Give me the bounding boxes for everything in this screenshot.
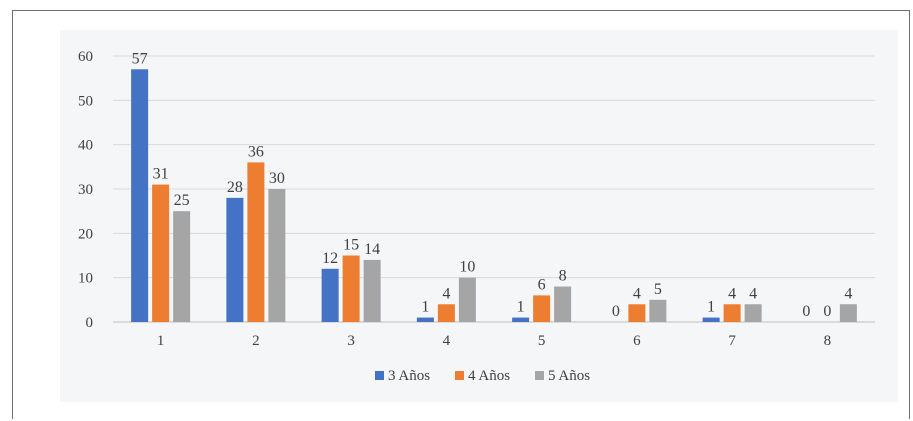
data-label: 25 — [174, 192, 190, 209]
data-label: 4 — [442, 285, 450, 302]
bar-3-4 — [458, 277, 476, 322]
legend-label: 5 Años — [548, 368, 590, 384]
data-label: 15 — [343, 237, 359, 254]
bar-3-1 — [173, 211, 191, 322]
data-label: 31 — [153, 166, 169, 183]
x-tick-label: 2 — [252, 333, 260, 349]
bar-3-6 — [649, 299, 667, 322]
x-tick-label: 4 — [443, 333, 451, 349]
bar-2-5 — [533, 295, 551, 322]
bar-1-1 — [131, 69, 149, 322]
data-label: 1 — [707, 299, 715, 316]
bar-3-8 — [839, 304, 857, 322]
y-tick-label: 20 — [78, 226, 93, 242]
bar-3-2 — [268, 189, 286, 322]
legend-label: 4 Años — [468, 368, 510, 384]
data-label: 4 — [844, 285, 852, 302]
data-label: 30 — [269, 170, 285, 187]
legend-swatch-1 — [375, 371, 384, 380]
legend-swatch-2 — [455, 371, 464, 380]
y-tick-label: 30 — [78, 182, 93, 198]
data-label: 10 — [459, 259, 475, 276]
data-label: 4 — [749, 285, 757, 302]
chart-background — [60, 30, 898, 402]
data-label: 6 — [538, 276, 546, 293]
bar-1-7 — [702, 317, 720, 322]
data-label: 57 — [132, 50, 148, 67]
data-label: 36 — [248, 143, 264, 160]
legend-swatch-3 — [535, 371, 544, 380]
data-label: 1 — [517, 299, 525, 316]
bar-1-2 — [226, 197, 244, 322]
y-tick-label: 0 — [86, 315, 94, 331]
bar-2-6 — [628, 304, 646, 322]
y-tick-label: 10 — [78, 271, 93, 287]
data-label: 0 — [612, 303, 620, 320]
data-label: 8 — [559, 268, 567, 285]
x-tick-label: 8 — [824, 333, 832, 349]
y-tick-label: 50 — [78, 93, 93, 109]
data-label: 4 — [633, 285, 641, 302]
legend-label: 3 Años — [388, 368, 430, 384]
bar-1-4 — [416, 317, 434, 322]
y-tick-label: 40 — [78, 138, 93, 154]
x-tick-label: 7 — [728, 333, 736, 349]
data-label: 1 — [421, 299, 429, 316]
data-label: 12 — [322, 250, 338, 267]
bar-2-7 — [723, 304, 741, 322]
data-label: 4 — [728, 285, 736, 302]
bar-3-7 — [744, 304, 762, 322]
x-tick-label: 5 — [538, 333, 546, 349]
bar-3-5 — [554, 286, 572, 322]
bar-2-3 — [342, 255, 360, 322]
bar-1-3 — [321, 268, 339, 322]
x-tick-label: 3 — [347, 333, 355, 349]
bar-2-4 — [437, 304, 455, 322]
data-label: 28 — [227, 179, 243, 196]
bar-2-1 — [152, 184, 170, 322]
bar-3-3 — [363, 259, 381, 322]
y-tick-label: 60 — [78, 49, 93, 65]
x-tick-label: 6 — [633, 333, 641, 349]
x-tick-label: 1 — [157, 333, 165, 349]
data-label: 14 — [364, 241, 380, 258]
data-label: 0 — [823, 303, 831, 320]
bar-1-5 — [512, 317, 530, 322]
data-label: 5 — [654, 281, 662, 298]
bar-2-2 — [247, 162, 265, 322]
data-label: 0 — [802, 303, 810, 320]
